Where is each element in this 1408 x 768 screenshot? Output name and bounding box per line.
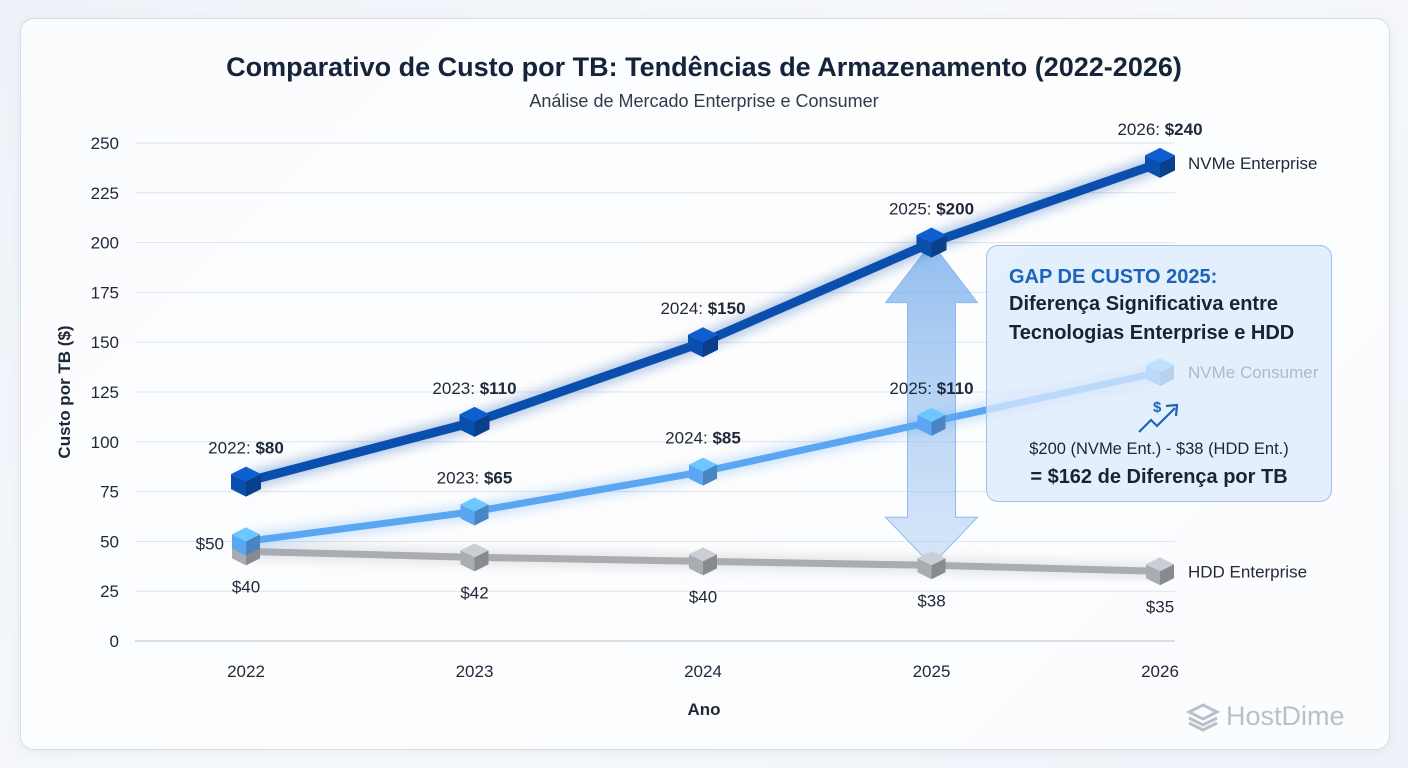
- chart-title: Comparativo de Custo por TB: Tendências …: [226, 52, 1182, 82]
- series-end-label: HDD Enterprise: [1188, 562, 1307, 581]
- x-axis-label: Ano: [687, 700, 720, 719]
- y-tick-label: 175: [91, 283, 119, 302]
- x-tick-label: 2024: [684, 662, 722, 681]
- y-tick-label: 250: [91, 134, 119, 153]
- svg-text:$: $: [1153, 399, 1162, 416]
- callout-body-1: Diferença Significativa entre: [1009, 293, 1278, 315]
- hostdime-logo: HostDime: [1186, 701, 1345, 732]
- x-tick-label: 2026: [1141, 662, 1179, 681]
- y-tick-label: 200: [91, 234, 119, 253]
- data-label: 2023: $65: [437, 469, 513, 488]
- data-label: 2025: $110: [889, 379, 973, 398]
- data-label: $40: [232, 577, 260, 596]
- x-tick-label: 2023: [456, 662, 494, 681]
- y-tick-label: 150: [91, 333, 119, 352]
- data-point-cube: [459, 406, 490, 437]
- data-point-cube: [1145, 147, 1175, 178]
- callout-formula: $200 (NVMe Ent.) - $38 (HDD Ent.): [1029, 440, 1289, 458]
- data-label: $38: [917, 591, 945, 610]
- y-tick-label: 75: [100, 483, 119, 502]
- data-label: 2024: $150: [660, 299, 745, 318]
- data-label: $35: [1146, 597, 1174, 616]
- logo-icon: [1186, 702, 1220, 732]
- x-tick-label: 2025: [913, 662, 951, 681]
- data-point-cube: [1146, 557, 1174, 586]
- y-tick-label: 225: [91, 184, 119, 203]
- money-trend-icon: $: [1138, 399, 1179, 433]
- chart-subtitle: Análise de Mercado Enterprise e Consumer: [529, 91, 879, 111]
- data-point-cube: [917, 407, 946, 436]
- data-label: $42: [460, 583, 488, 602]
- x-tick-label: 2022: [227, 662, 265, 681]
- data-label: $40: [689, 587, 717, 606]
- data-label: 2023: $110: [432, 379, 516, 398]
- data-point-cube: [689, 547, 717, 576]
- cost-gap-callout: GAP DE CUSTO 2025: Diferença Significati…: [986, 245, 1332, 502]
- data-point-cube: [916, 227, 947, 258]
- data-label: 2026: $240: [1117, 120, 1202, 139]
- y-tick-label: 25: [100, 582, 119, 601]
- logo-text: HostDime: [1226, 701, 1345, 731]
- data-label: 2024: $85: [665, 429, 741, 448]
- callout-result: = $162 de Diferença por TB: [1030, 466, 1288, 488]
- callout-heading: GAP DE CUSTO 2025:: [1009, 266, 1218, 288]
- y-tick-label: 100: [91, 433, 119, 452]
- y-tick-label: 0: [110, 632, 119, 651]
- data-point-cube: [232, 527, 260, 556]
- data-label: $50: [196, 534, 224, 553]
- callout-body-2: Tecnologias Enterprise e HDD: [1009, 322, 1295, 344]
- y-tick-label: 125: [91, 383, 119, 402]
- data-point-cube: [917, 551, 946, 580]
- data-point-cube: [460, 543, 489, 572]
- data-label: 2025: $200: [889, 200, 974, 219]
- data-point-cube: [460, 497, 489, 526]
- data-label: 2022: $80: [208, 439, 284, 458]
- data-point-cube: [231, 466, 261, 497]
- series-end-label: NVMe Enterprise: [1188, 154, 1317, 173]
- gap-double-arrow: [884, 241, 979, 567]
- y-tick-label: 50: [100, 532, 119, 551]
- data-point-cube: [689, 457, 717, 486]
- y-axis-label: Custo por TB ($): [55, 325, 74, 458]
- data-point-cube: [688, 327, 718, 358]
